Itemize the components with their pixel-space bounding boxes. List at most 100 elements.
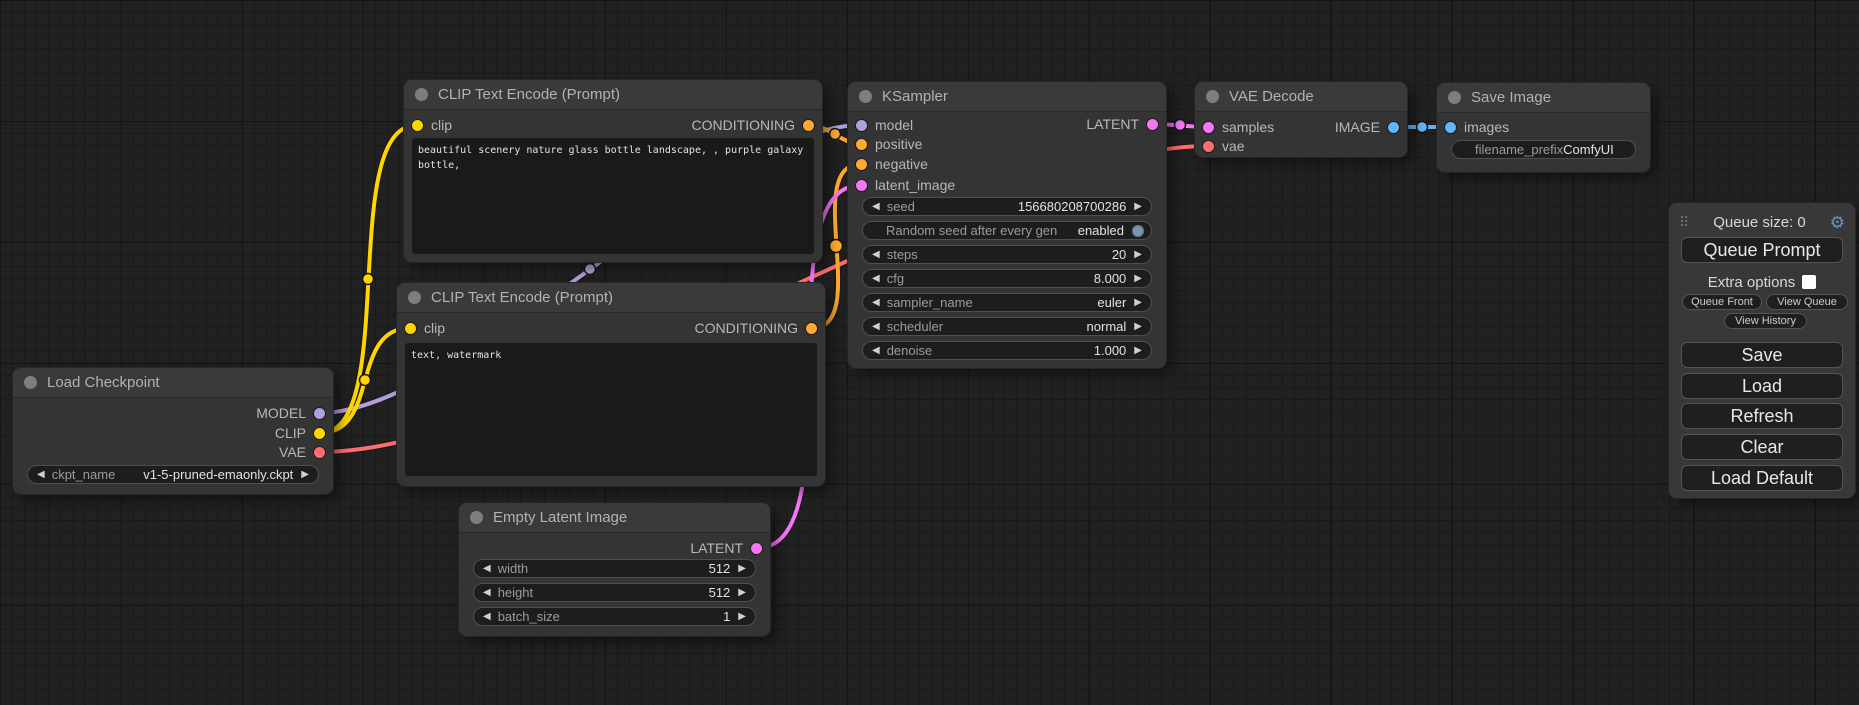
load-button[interactable]: Load <box>1681 373 1843 399</box>
clip-output-dot[interactable] <box>314 427 325 439</box>
scheduler-widget[interactable]: ◀ scheduler normal ▶ <box>862 317 1152 336</box>
conditioning-output-dot[interactable] <box>803 119 814 131</box>
model-output-dot[interactable] <box>314 407 325 419</box>
queue-panel[interactable]: ⠿ Queue size: 0 ⚙ Queue Prompt Extra opt… <box>1669 203 1855 498</box>
clip-input-dot[interactable] <box>412 119 423 131</box>
node-ksampler[interactable]: KSampler model positive negative latent_… <box>848 82 1166 368</box>
node-empty-latent-image[interactable]: Empty Latent Image LATENT ◀ width 512 ▶ … <box>459 503 770 636</box>
node-title-bar[interactable]: Load Checkpoint <box>13 368 333 398</box>
arrow-right-icon[interactable]: ▶ <box>738 586 746 598</box>
cfg-widget[interactable]: ◀ cfg 8.000 ▶ <box>862 269 1152 288</box>
widget-label: seed <box>886 199 915 214</box>
arrow-right-icon[interactable]: ▶ <box>301 468 309 480</box>
collapse-dot-icon[interactable] <box>415 88 428 101</box>
widget-label: height <box>497 585 534 600</box>
drag-handle-icon[interactable]: ⠿ <box>1679 213 1690 230</box>
collapse-dot-icon[interactable] <box>1448 91 1461 104</box>
arrow-left-icon[interactable]: ◀ <box>872 296 880 308</box>
vae-input-dot[interactable] <box>1203 140 1214 152</box>
denoise-widget[interactable]: ◀ denoise 1.000 ▶ <box>862 341 1152 360</box>
latent-output-dot[interactable] <box>751 542 762 554</box>
node-title: KSampler <box>882 88 948 105</box>
node-title-bar[interactable]: Save Image <box>1437 83 1650 113</box>
collapse-dot-icon[interactable] <box>859 90 872 103</box>
arrow-right-icon[interactable]: ▶ <box>738 610 746 622</box>
clear-button[interactable]: Clear <box>1681 434 1843 460</box>
slot-label: CONDITIONING <box>691 117 795 133</box>
random-seed-widget[interactable]: Random seed after every gen enabled <box>862 221 1152 240</box>
widget-label: Random seed after every gen <box>886 223 1058 238</box>
queue-front-button[interactable]: Queue Front <box>1682 294 1762 310</box>
load-default-button[interactable]: Load Default <box>1681 465 1843 491</box>
samples-input-dot[interactable] <box>1203 121 1214 133</box>
model-input-dot[interactable] <box>856 119 867 131</box>
arrow-left-icon[interactable]: ◀ <box>872 344 880 356</box>
node-title-bar[interactable]: CLIP Text Encode (Prompt) <box>397 283 825 313</box>
width-widget[interactable]: ◀ width 512 ▶ <box>473 559 756 578</box>
arrow-left-icon[interactable]: ◀ <box>872 320 880 332</box>
arrow-right-icon[interactable]: ▶ <box>1134 200 1142 212</box>
arrow-left-icon[interactable]: ◀ <box>483 610 491 622</box>
positive-prompt-textarea[interactable]: beautiful scenery nature glass bottle la… <box>412 138 814 254</box>
latent-output-dot[interactable] <box>1147 118 1158 130</box>
widget-value: 20 <box>1111 247 1127 262</box>
node-title-bar[interactable]: Empty Latent Image <box>459 503 770 533</box>
widget-value: enabled <box>1077 223 1124 238</box>
arrow-left-icon[interactable]: ◀ <box>483 562 491 574</box>
arrow-right-icon[interactable]: ▶ <box>1134 296 1142 308</box>
save-button[interactable]: Save <box>1681 342 1843 368</box>
node-save-image[interactable]: Save Image images filename_prefix ComfyU… <box>1437 83 1650 172</box>
node-title-bar[interactable]: CLIP Text Encode (Prompt) <box>404 80 822 110</box>
input-slot-clip: clip <box>412 115 452 135</box>
steps-widget[interactable]: ◀ steps 20 ▶ <box>862 245 1152 264</box>
output-slot-conditioning: CONDITIONING <box>695 318 817 338</box>
arrow-right-icon[interactable]: ▶ <box>1134 344 1142 356</box>
conditioning-output-dot[interactable] <box>806 322 817 334</box>
node-title-bar[interactable]: VAE Decode <box>1195 82 1407 112</box>
node-vae-decode[interactable]: VAE Decode samples vae IMAGE <box>1195 82 1407 157</box>
collapse-dot-icon[interactable] <box>408 291 421 304</box>
clip-input-dot[interactable] <box>405 322 416 334</box>
seed-widget[interactable]: ◀ seed 156680208700286 ▶ <box>862 197 1152 216</box>
collapse-dot-icon[interactable] <box>470 511 483 524</box>
node-load-checkpoint[interactable]: Load Checkpoint MODEL CLIP VAE ◀ ckpt_na… <box>13 368 333 494</box>
filename-prefix-widget[interactable]: filename_prefix ComfyUI <box>1451 140 1636 159</box>
extra-options-checkbox[interactable] <box>1802 275 1817 289</box>
widget-label: scheduler <box>886 319 944 334</box>
arrow-left-icon[interactable]: ◀ <box>872 272 880 284</box>
arrow-left-icon[interactable]: ◀ <box>37 468 45 480</box>
negative-prompt-textarea[interactable]: text, watermark <box>405 343 817 476</box>
collapse-dot-icon[interactable] <box>24 376 37 389</box>
arrow-right-icon[interactable]: ▶ <box>1134 272 1142 284</box>
view-history-button[interactable]: View History <box>1724 313 1807 329</box>
images-input-dot[interactable] <box>1445 121 1456 133</box>
node-clip-text-encode-positive[interactable]: CLIP Text Encode (Prompt) clip CONDITION… <box>404 80 822 262</box>
input-slot-negative: negative <box>856 154 928 174</box>
arrow-left-icon[interactable]: ◀ <box>872 200 880 212</box>
gear-icon[interactable]: ⚙ <box>1829 212 1845 232</box>
latent-input-dot[interactable] <box>856 179 867 191</box>
collapse-dot-icon[interactable] <box>1206 90 1219 103</box>
node-clip-text-encode-negative[interactable]: CLIP Text Encode (Prompt) clip CONDITION… <box>397 283 825 486</box>
toggle-dot-icon[interactable] <box>1132 224 1144 237</box>
view-queue-button[interactable]: View Queue <box>1766 294 1848 310</box>
arrow-left-icon[interactable]: ◀ <box>483 586 491 598</box>
queue-prompt-button[interactable]: Queue Prompt <box>1681 237 1843 263</box>
positive-input-dot[interactable] <box>856 138 867 150</box>
sampler-name-widget[interactable]: ◀ sampler_name euler ▶ <box>862 293 1152 312</box>
arrow-right-icon[interactable]: ▶ <box>1134 320 1142 332</box>
arrow-right-icon[interactable]: ▶ <box>1134 248 1142 260</box>
arrow-right-icon[interactable]: ▶ <box>738 562 746 574</box>
image-output-dot[interactable] <box>1388 121 1399 133</box>
negative-input-dot[interactable] <box>856 158 867 170</box>
input-slot-images: images <box>1445 117 1509 137</box>
ckpt-name-widget[interactable]: ◀ ckpt_name v1-5-pruned-emaonly.ckpt ▶ <box>27 465 319 484</box>
height-widget[interactable]: ◀ height 512 ▶ <box>473 583 756 602</box>
batch-size-widget[interactable]: ◀ batch_size 1 ▶ <box>473 607 756 626</box>
arrow-left-icon[interactable]: ◀ <box>872 248 880 260</box>
vae-output-dot[interactable] <box>314 446 325 458</box>
extra-options-row: Extra options <box>1669 273 1855 291</box>
refresh-button[interactable]: Refresh <box>1681 403 1843 429</box>
node-title-bar[interactable]: KSampler <box>848 82 1166 112</box>
